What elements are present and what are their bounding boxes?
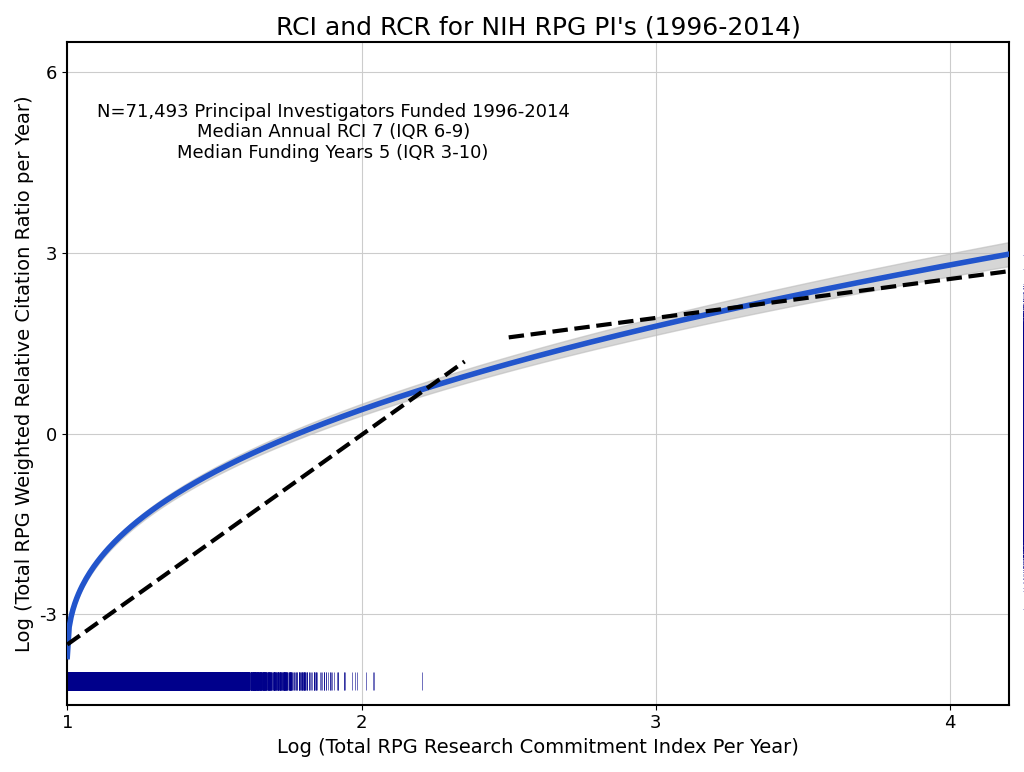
Text: N=71,493 Principal Investigators Funded 1996-2014
Median Annual RCI 7 (IQR 6-9)
: N=71,493 Principal Investigators Funded … <box>96 103 569 162</box>
Y-axis label: Log (Total RPG Weighted Relative Citation Ratio per Year): Log (Total RPG Weighted Relative Citatio… <box>15 95 34 652</box>
X-axis label: Log (Total RPG Research Commitment Index Per Year): Log (Total RPG Research Commitment Index… <box>278 738 799 757</box>
Title: RCI and RCR for NIH RPG PI's (1996-2014): RCI and RCR for NIH RPG PI's (1996-2014) <box>275 15 801 39</box>
